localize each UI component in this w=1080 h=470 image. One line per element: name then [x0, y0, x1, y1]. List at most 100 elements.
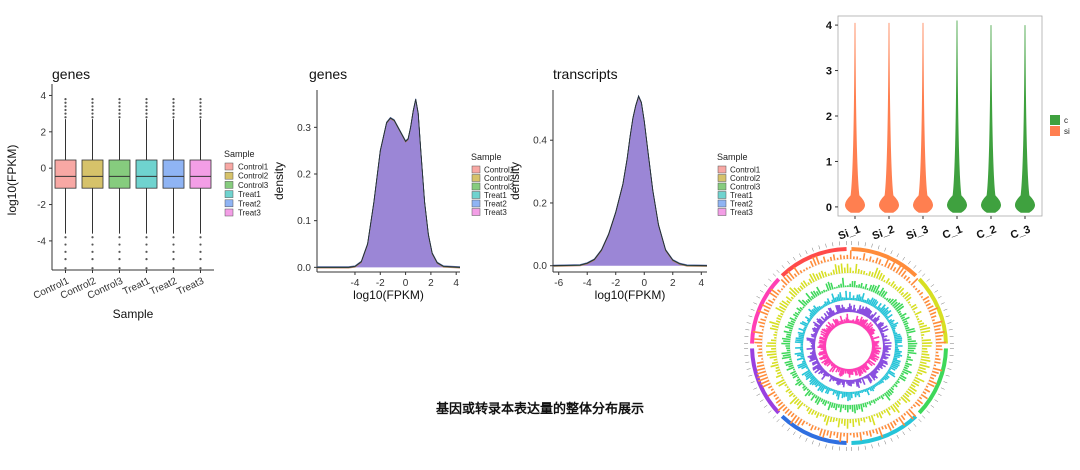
density-title: genes: [309, 66, 347, 82]
outlier-point: [145, 112, 148, 115]
outlier-point: [64, 108, 67, 112]
boxplot-title: genes: [52, 66, 90, 82]
outer-tick: [896, 434, 899, 439]
outer-segment: [851, 247, 918, 278]
outlier-point: [199, 243, 202, 246]
legend-key: [1050, 115, 1060, 125]
outer-tick: [890, 437, 893, 442]
violin-si_3: [912, 22, 934, 213]
legend-label: si: [1064, 127, 1070, 136]
outlier-point: [172, 116, 175, 119]
outer-tick: [748, 374, 753, 377]
outer-tick: [934, 399, 939, 402]
outer-tick: [776, 269, 780, 273]
outlier-point: [118, 112, 121, 115]
outer-tick: [864, 445, 866, 450]
outer-tick: [793, 431, 796, 436]
legend-title: Sample: [471, 152, 502, 162]
outer-tick: [930, 405, 935, 408]
legend-title: Sample: [717, 152, 748, 162]
outlier-point: [118, 105, 121, 108]
outer-segment: [917, 277, 948, 344]
x-tick-label: Si_1: [837, 224, 862, 243]
outlier-point: [64, 116, 67, 119]
outlier-point: [199, 112, 202, 115]
y-tick-label: 0.4: [533, 136, 547, 147]
legend-label: Treat2: [484, 200, 507, 209]
outer-tick: [871, 444, 873, 449]
outlier-point: [172, 267, 175, 270]
outer-tick: [825, 243, 827, 248]
outlier-point: [118, 257, 121, 261]
track-guide: [825, 322, 873, 370]
outlier-point: [91, 116, 94, 119]
outer-tick: [948, 329, 953, 331]
outer-tick: [750, 381, 755, 384]
outlier-point: [172, 108, 175, 112]
legend-key: [224, 181, 234, 189]
outlier-point: [199, 267, 202, 270]
outlier-point: [64, 250, 67, 253]
outer-tick: [745, 361, 750, 363]
y-tick-label: 0.2: [533, 198, 547, 209]
box-control2: [81, 159, 104, 189]
legend-label: Treat2: [238, 199, 261, 208]
outer-tick: [937, 296, 942, 299]
outlier-point: [91, 236, 94, 239]
outer-tick: [746, 368, 751, 370]
violin-si_2: [878, 22, 900, 213]
y-tick-label: 0: [826, 202, 832, 214]
x-tick-label: -4: [583, 278, 592, 289]
outer-segment: [780, 247, 847, 278]
violin-c_3: [1014, 25, 1036, 213]
outer-tick: [871, 243, 873, 248]
violin-frame: [837, 15, 1043, 217]
outlier-point: [91, 243, 94, 246]
violin-si_1: [844, 22, 866, 213]
outlier-point: [64, 236, 67, 239]
legend-key: [224, 190, 234, 198]
outer-tick: [756, 296, 761, 299]
outer-tick: [877, 245, 880, 250]
outer-tick: [945, 315, 950, 318]
density-area: [317, 99, 460, 268]
legend-label: Treat1: [730, 191, 753, 200]
y-tick-label: 0.1: [297, 216, 311, 227]
outer-tick: [877, 442, 880, 447]
density-area: [553, 96, 707, 266]
outlier-point: [91, 97, 94, 101]
x-tick-label: 4: [453, 278, 459, 289]
outer-tick: [746, 322, 751, 324]
outer-tick: [864, 242, 866, 247]
outlier-point: [172, 112, 175, 115]
outer-tick: [776, 419, 780, 423]
outlier-point: [172, 250, 175, 253]
outer-tick: [940, 302, 945, 305]
outlier-point: [172, 243, 175, 246]
outer-tick: [811, 247, 814, 252]
outlier-point: [91, 108, 94, 112]
outlier-point: [172, 236, 175, 239]
outer-tick: [799, 434, 802, 439]
outlier-point: [91, 267, 94, 270]
legend-label: Control3: [238, 181, 269, 190]
circos-track-1: [752, 250, 947, 443]
outer-tick: [745, 329, 750, 331]
x-tick-label: -2: [376, 278, 385, 289]
outlier-point: [199, 236, 202, 239]
y-tick-label: 0: [40, 164, 46, 175]
outer-tick: [943, 308, 948, 311]
legend-key: [224, 162, 234, 171]
x-axis-title: log10(FPKM): [595, 288, 666, 302]
legend-key: [471, 165, 481, 174]
circos-track-5: [806, 303, 892, 389]
outlier-point: [199, 108, 202, 112]
outer-tick: [832, 242, 834, 247]
outlier-point: [199, 97, 202, 101]
legend-key: [471, 191, 481, 199]
outer-tick: [945, 374, 950, 377]
outlier-point: [172, 101, 175, 104]
outlier-point: [91, 101, 94, 104]
outlier-point: [64, 97, 67, 101]
